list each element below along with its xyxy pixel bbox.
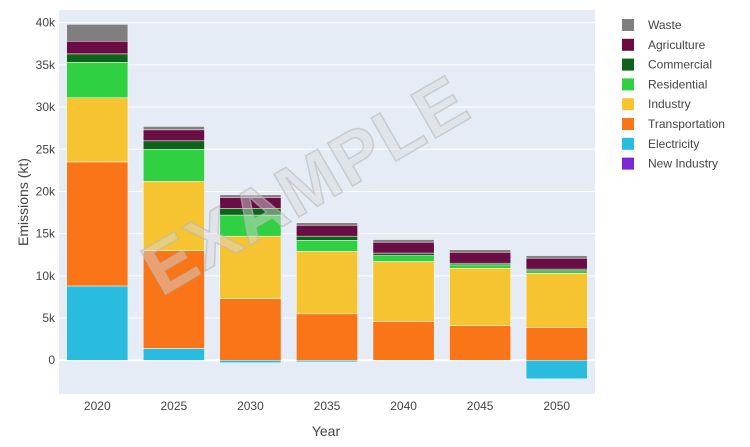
bar-segment-electricity[interactable] [142,348,205,361]
legend-swatch [622,118,634,130]
bar-segment-electricity[interactable] [296,359,358,363]
bar-segment-residential[interactable] [296,240,358,252]
bar-segment-agriculture[interactable] [525,257,588,270]
legend-item-electricity[interactable]: Electricity [622,137,699,151]
bar-segment-agriculture[interactable] [66,40,129,55]
bar-segment-agriculture[interactable] [372,241,435,254]
y-axis-ticks: 0 5k 10k 15k 20k 25k 30k 35k 40k [36,16,56,368]
y-tick-label: 25k [36,142,56,156]
y-tick-label: 40k [36,16,56,30]
bar-segment-industry[interactable] [372,261,435,322]
legend-item-waste[interactable]: Waste [622,18,682,32]
legend-swatch [622,78,634,91]
x-tick-label: 2025 [161,399,188,413]
y-tick-label: 30k [36,100,56,114]
legend-swatch [622,38,634,51]
bar-segment-commercial[interactable] [525,268,588,272]
bar-segment-waste[interactable] [525,255,588,259]
bar-segment-agriculture[interactable] [142,129,205,142]
bar-segment-transportation[interactable] [66,161,129,287]
legend-label: Electricity [648,137,699,151]
bar-segment-waste[interactable] [66,24,129,42]
legend-label: Industry [648,97,691,111]
bar-segment-transportation[interactable] [142,250,205,349]
y-tick-label: 15k [36,227,56,241]
x-tick-label: 2035 [314,399,341,413]
bar-segment-commercial[interactable] [66,53,129,63]
x-axis-ticks: 2020 2025 2030 2035 2040 2045 2050 [84,399,570,413]
bar-segment-transportation[interactable] [449,325,512,361]
legend-label: Agriculture [648,38,706,52]
bar-segment-industry[interactable] [296,251,358,315]
bar-segment-commercial[interactable] [142,140,205,150]
legend-item-transportation[interactable]: Transportation [622,117,725,131]
bar-segment-waste[interactable] [142,126,205,131]
x-axis-title: Year [312,423,341,439]
legend-label: Waste [648,18,682,32]
legend-item-new-industry[interactable]: New Industry [622,157,718,171]
bar-segment-residential[interactable] [525,270,588,274]
legend-item-industry[interactable]: Industry [622,97,691,111]
bar-segment-agriculture[interactable] [449,251,512,264]
x-tick-label: 2040 [390,399,417,413]
x-tick-label: 2020 [84,399,111,413]
bar-segment-residential[interactable] [372,255,435,262]
bar-segment-residential[interactable] [142,149,205,182]
y-tick-label: 5k [42,311,56,325]
legend-swatch [622,19,634,31]
legend-item-residential[interactable]: Residential [622,77,707,91]
x-tick-label: 2050 [543,399,570,413]
bar-segment-residential[interactable] [449,264,512,269]
legend-swatch [622,137,634,150]
bar-segment-electricity[interactable] [525,359,588,380]
bar-segment-industry[interactable] [449,268,512,326]
bar-stacks [66,24,588,380]
y-tick-label: 10k [36,269,56,283]
y-axis-title: Emissions (kt) [15,158,31,246]
legend-item-agriculture[interactable]: Agriculture [622,38,706,52]
legend-label: New Industry [648,157,718,171]
bar-segment-residential[interactable] [66,62,129,99]
bar-segment-commercial[interactable] [372,252,435,256]
bar-segment-transportation[interactable] [372,321,435,361]
bar-segment-waste[interactable] [219,194,282,198]
y-tick-label: 0 [48,353,55,367]
x-tick-label: 2045 [467,399,494,413]
x-tick-label: 2030 [237,399,264,413]
bar-segment-industry[interactable] [219,235,282,299]
legend-label: Transportation [648,117,725,131]
bar-segment-electricity[interactable] [66,285,129,361]
bar-segment-commercial[interactable] [296,235,358,241]
bar-segment-industry[interactable] [525,273,588,328]
legend-swatch [622,157,634,170]
legend[interactable]: Waste Agriculture Commercial Residential Ind… [622,18,725,171]
bar-segment-electricity[interactable] [219,359,282,364]
legend-swatch [622,58,634,71]
bar-segment-waste[interactable] [372,239,435,243]
bar-segment-commercial[interactable] [449,262,512,266]
bar-segment-waste[interactable] [296,222,358,226]
bar-segment-industry[interactable] [66,97,129,163]
y-tick-label: 20k [36,184,56,198]
legend-label: Residential [648,77,707,91]
legend-item-commercial[interactable]: Commercial [622,58,712,72]
legend-label: Commercial [648,58,712,72]
legend-swatch [622,98,634,111]
bar-segment-transportation[interactable] [525,327,588,361]
bar-segment-transportation[interactable] [296,313,358,361]
bar-segment-transportation[interactable] [219,298,282,361]
y-tick-label: 35k [36,58,56,72]
bar-segment-waste[interactable] [449,249,512,253]
